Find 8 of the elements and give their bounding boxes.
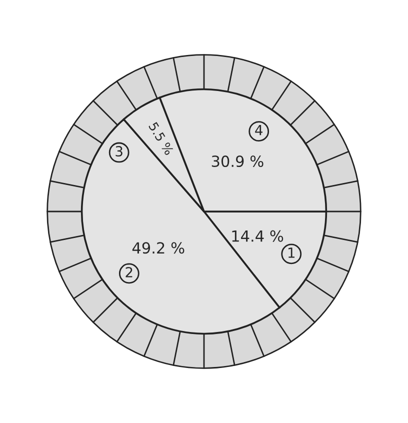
data-label: 30.9 % <box>212 156 264 168</box>
legend-label: 3 <box>116 146 122 157</box>
slice-label: 2 <box>126 266 132 278</box>
data-label: 14.4 % <box>232 230 284 242</box>
data-label: 5.5 % <box>148 122 174 156</box>
slice-label: 4 <box>255 125 262 136</box>
slice-label: 1 <box>288 248 294 258</box>
data-label: 49.2 % <box>132 242 184 254</box>
